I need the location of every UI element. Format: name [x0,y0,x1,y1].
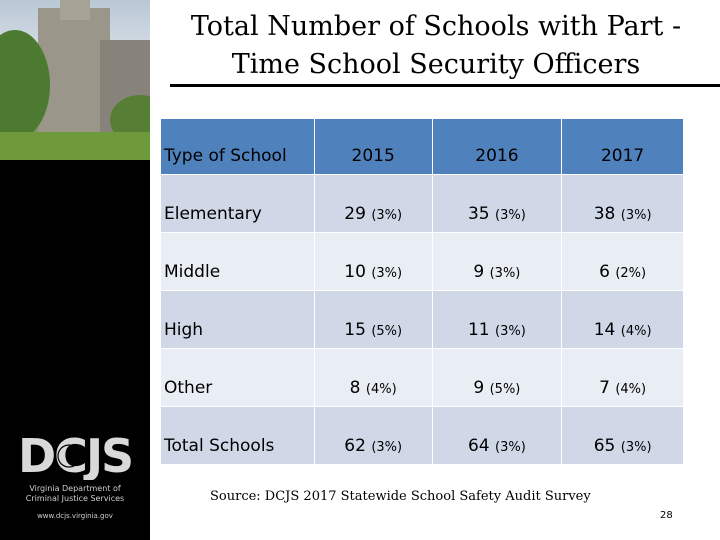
row-type: Other [160,348,315,407]
header-2017: 2017 [561,118,684,175]
slide-title: Total Number of Schools with Part -Time … [190,11,682,80]
cell-value: 15 (5%) [313,290,433,349]
cell-value: 7 (4%) [561,348,684,407]
percent: (5%) [371,324,403,339]
percent: (3%) [371,440,403,455]
seal-icon [57,444,81,468]
agency-name: Virginia Department of Criminal Justice … [0,484,150,504]
percent: (3%) [371,266,403,281]
header-2015: 2015 [313,118,433,175]
percent: (4%) [620,324,652,339]
percent: (5%) [489,382,521,397]
percent: (3%) [495,324,526,339]
percent: (2%) [615,266,647,281]
cell-value: 10 (3%) [313,232,433,291]
count: 11 [467,320,490,340]
row-type: Total Schools [160,406,315,465]
cell-value: 9 (3%) [431,232,563,291]
cell-value: 65 (3%) [561,406,684,465]
cell-value: 9 (5%) [431,348,563,407]
percent: (3%) [620,208,652,223]
percent: (3%) [620,440,652,455]
cell-value: 11 (3%) [431,290,563,349]
table-row: High 15 (5%) 11 (3%) 14 (4%) [160,290,684,349]
dcjs-logo: DCJS [18,429,134,480]
cell-value: 8 (4%) [313,348,433,407]
table-row: Middle 10 (3%) 9 (3%) 6 (2%) [160,232,684,291]
source-citation: Source: DCJS 2017 Statewide School Safet… [210,489,591,504]
schools-table: Type of School 2015 2016 2017 Elementary… [160,118,684,465]
percent: (3%) [495,440,526,455]
count: 9 [473,378,485,398]
count: 38 [593,204,616,224]
count: 8 [349,378,361,398]
count: 15 [344,320,366,340]
count: 29 [344,204,366,224]
header-2016: 2016 [431,118,563,175]
cell-value: 62 (3%) [313,406,433,465]
percent: (4%) [365,382,397,397]
agency-website: www.dcjs.virginia.gov [37,512,113,520]
header-type: Type of School [160,118,315,175]
row-type: High [160,290,315,349]
count: 35 [467,204,490,224]
count: 7 [599,378,610,398]
percent: (3%) [495,208,526,223]
count: 6 [599,262,610,282]
percent: (3%) [489,266,521,281]
count: 14 [593,320,616,340]
cell-value: 64 (3%) [431,406,563,465]
logo-text: DCJS [18,429,132,480]
count: 62 [344,436,366,456]
title-underline [170,84,720,87]
page-number: 28 [660,510,673,521]
cell-value: 14 (4%) [561,290,684,349]
row-type: Middle [160,232,315,291]
cell-value: 38 (3%) [561,174,684,233]
cell-value: 35 (3%) [431,174,563,233]
agency-line-2: Criminal Justice Services [25,494,125,503]
cell-value: 6 (2%) [561,232,684,291]
campus-building-photo [0,0,150,160]
count: 9 [473,262,485,282]
percent: (3%) [371,208,403,223]
cell-value: 29 (3%) [313,174,433,233]
building-main [38,8,110,138]
count: 64 [467,436,490,456]
table-row: Elementary 29 (3%) 35 (3%) 38 (3%) [160,174,684,233]
row-type: Elementary [160,174,315,233]
count: 10 [344,262,366,282]
percent: (4%) [615,382,647,397]
building-tower [60,0,90,20]
lawn [0,132,150,160]
count: 65 [593,436,616,456]
table-row: Total Schools 62 (3%) 64 (3%) 65 (3%) [160,406,684,465]
sidebar: DCJS Virginia Department of Criminal Jus… [0,160,150,540]
agency-line-1: Virginia Department of [29,484,121,493]
table-header-row: Type of School 2015 2016 2017 [160,118,684,175]
table-row: Other 8 (4%) 9 (5%) 7 (4%) [160,348,684,407]
